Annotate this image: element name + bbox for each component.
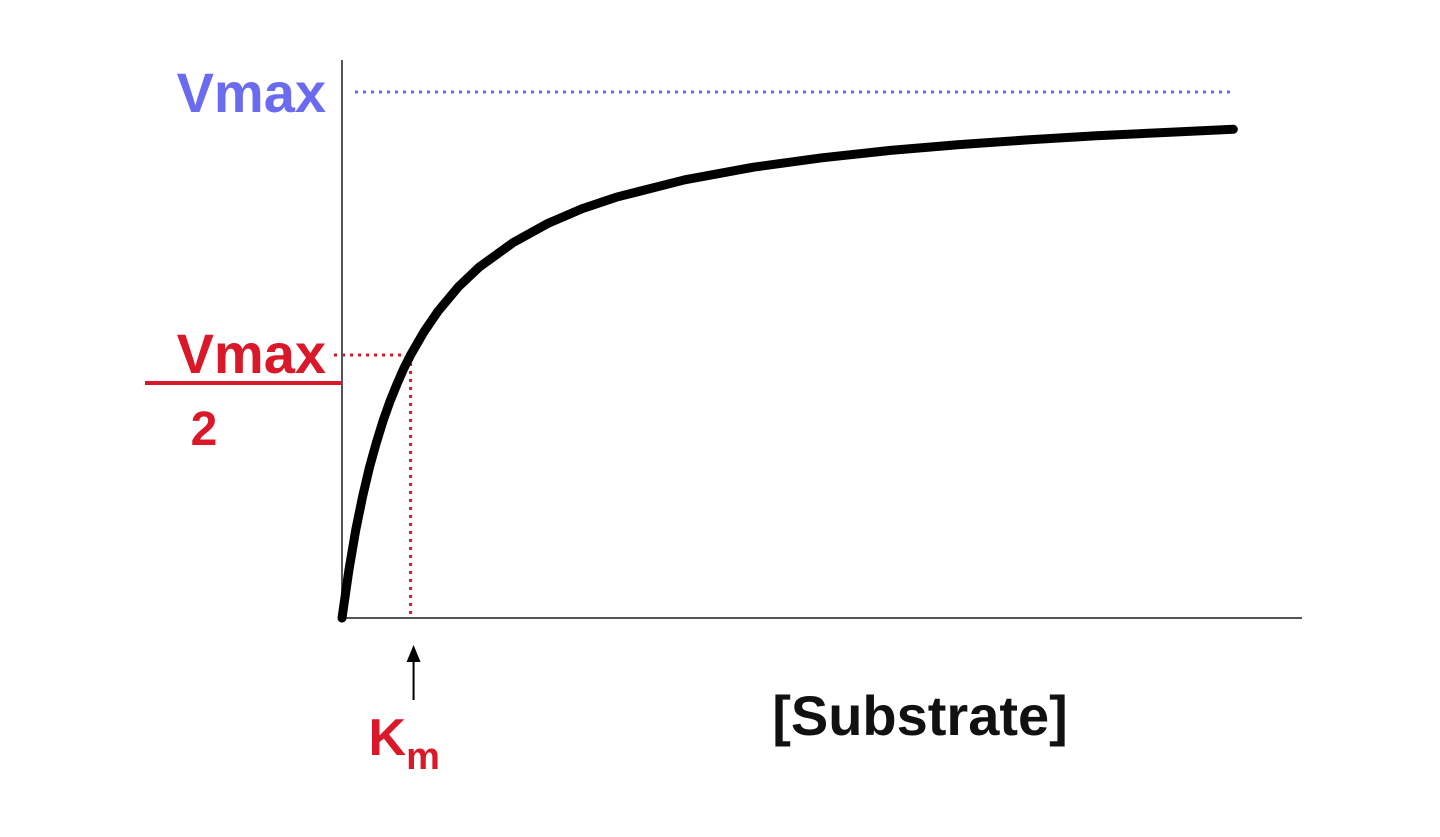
rate-curve-series	[337, 124, 1238, 623]
km-label-main: K	[369, 709, 407, 767]
km-arrow-icon	[406, 645, 421, 662]
half-vmax-numerator: Vmax	[177, 322, 326, 385]
km-label-subscript: m	[406, 736, 440, 778]
x-axis-label: [Substrate]	[772, 684, 1068, 747]
vmax-label: Vmax	[177, 61, 326, 124]
half-vmax-denominator: 2	[191, 403, 218, 456]
km-label: Km	[369, 709, 440, 778]
